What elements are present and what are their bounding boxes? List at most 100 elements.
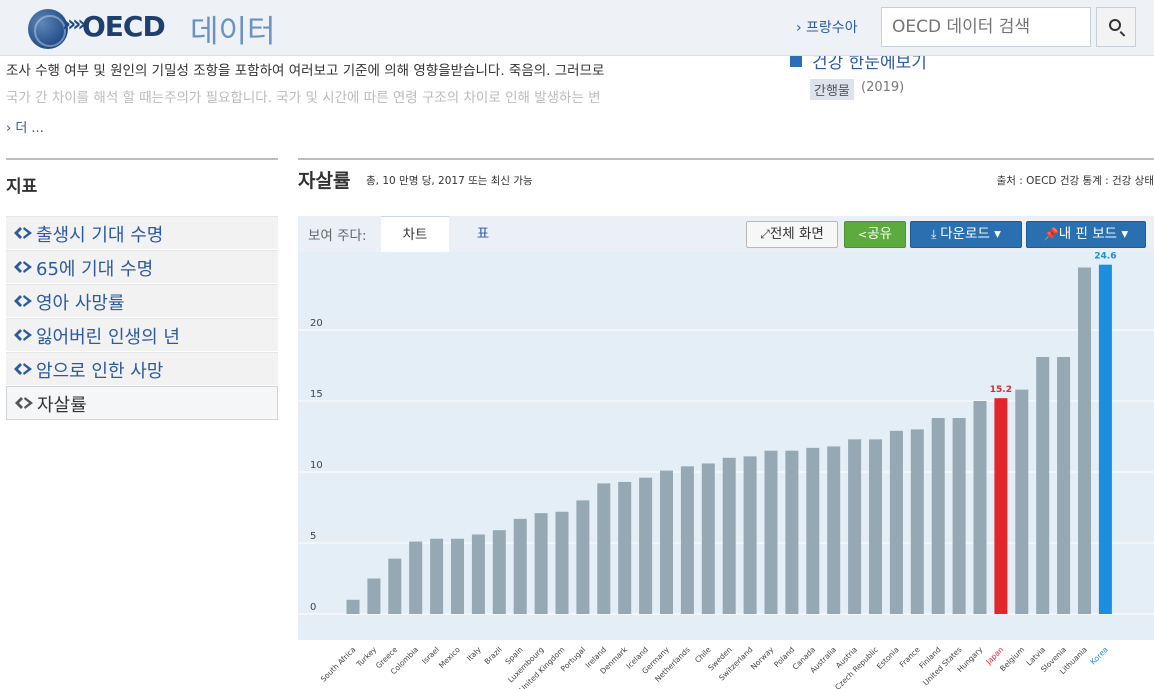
- y-tick-label: 20: [310, 318, 323, 329]
- chart-area: 0 5 10 15 20 South Africa Turkey Greece Colombia…: [298, 252, 1154, 689]
- read-more-link[interactable]: › 더 ...: [6, 121, 44, 136]
- double-chevron-icon: [14, 227, 32, 239]
- tab-chart[interactable]: 차트: [381, 216, 449, 252]
- download-label: 다운로드 ▾: [940, 226, 1001, 242]
- bar-slovenia[interactable]: [1057, 356, 1071, 614]
- pin-label: 내 핀 보드 ▾: [1058, 226, 1129, 242]
- bar-united-states[interactable]: [952, 418, 966, 614]
- bar-denmark[interactable]: [618, 481, 632, 614]
- bar-united-kingdom[interactable]: [555, 511, 569, 614]
- bar-japan[interactable]: [994, 398, 1008, 614]
- fullscreen-button[interactable]: ⤢전체 화면: [746, 221, 838, 248]
- bar-netherlands[interactable]: [680, 466, 694, 614]
- search-input[interactable]: [881, 7, 1091, 47]
- double-chevron-icon: [15, 397, 33, 409]
- bar-italy[interactable]: [471, 534, 485, 614]
- site-name[interactable]: 데이터: [190, 14, 276, 50]
- data-label: 15.2: [990, 385, 1012, 395]
- sidebar-item-label: 자살률: [37, 395, 87, 416]
- share-icon: <: [857, 228, 868, 241]
- pin-board-button[interactable]: 📌내 핀 보드 ▾: [1026, 221, 1146, 248]
- y-tick-label: 10: [310, 460, 323, 471]
- sidebar-item-label: 영아 사망률: [36, 293, 125, 314]
- bar-austria[interactable]: [848, 439, 862, 614]
- bar-finland[interactable]: [931, 418, 945, 614]
- bar-hungary[interactable]: [973, 401, 987, 614]
- bar-chile[interactable]: [701, 463, 715, 614]
- bar-australia[interactable]: [827, 446, 841, 614]
- language-link[interactable]: › 프랑수아: [796, 20, 858, 36]
- bar-south-africa[interactable]: [346, 599, 360, 614]
- bar-sweden[interactable]: [722, 457, 736, 614]
- fullscreen-label: 전체 화면: [769, 226, 824, 242]
- bar-switzerland[interactable]: [743, 456, 757, 614]
- indicator-subtitle: 총, 10 만명 당, 2017 또는 최신 가능: [366, 175, 533, 187]
- indicator-title: 자살률: [298, 170, 351, 192]
- bar-greece[interactable]: [388, 558, 402, 614]
- main-divider: [298, 158, 1154, 160]
- download-icon: ⤓: [931, 227, 941, 241]
- show-label: 보여 주다:: [308, 228, 367, 244]
- x-tick-label: Italy: [465, 645, 483, 663]
- sidebar-item-life-expectancy-birth[interactable]: 출생시 기대 수명: [6, 216, 278, 249]
- publication-title[interactable]: 건강 한눈에보기: [812, 53, 927, 73]
- double-chevron-icon: [14, 295, 32, 307]
- bar-poland[interactable]: [785, 450, 799, 614]
- y-tick-label: 5: [310, 531, 316, 542]
- x-tick-label: Brazil: [483, 645, 504, 666]
- bar-spain[interactable]: [513, 518, 527, 614]
- bar-latvia[interactable]: [1036, 356, 1050, 614]
- bar-belgium[interactable]: [1015, 389, 1029, 614]
- x-tick-label: Norway: [749, 645, 776, 672]
- publication-year: (2019): [861, 80, 905, 95]
- bar-ireland[interactable]: [597, 483, 611, 614]
- indicator-source[interactable]: 출처 : OECD 건강 통계 : 건강 상태: [996, 175, 1154, 187]
- oecd-logo-text[interactable]: OECD: [82, 10, 166, 43]
- bar-estonia[interactable]: [889, 430, 903, 614]
- description-line: 조사 수행 여부 및 원인의 기밀성 조항을 포함하여 여러보고 기준에 의해 …: [6, 63, 605, 79]
- bar-mexico[interactable]: [451, 538, 464, 614]
- bar-lithuania[interactable]: [1078, 267, 1091, 614]
- x-tick-label: Mexico: [437, 645, 462, 670]
- sidebar-item-label: 암으로 인한 사망: [36, 361, 164, 382]
- indicator-list: 출생시 기대 수명 65에 기대 수명 영아 사망률 잃어버린 인생의 년: [6, 216, 278, 421]
- tab-table[interactable]: 표: [476, 226, 490, 242]
- double-chevron-icon: [14, 261, 32, 273]
- bar-israel[interactable]: [430, 538, 444, 614]
- sidebar-item-infant-mortality[interactable]: 영아 사망률: [6, 284, 278, 317]
- bar-norway[interactable]: [764, 450, 778, 614]
- sidebar-item-life-expectancy-65[interactable]: 65에 기대 수명: [6, 250, 278, 283]
- share-button[interactable]: <공유: [844, 221, 906, 248]
- bar-france[interactable]: [910, 429, 924, 614]
- publication-badge: 간행물: [810, 79, 854, 100]
- oecd-globe-icon[interactable]: [28, 9, 68, 49]
- x-tick-label: Estonia: [875, 645, 901, 671]
- y-tick-label: 0: [310, 602, 316, 613]
- bar-canada[interactable]: [806, 447, 820, 614]
- bar-iceland[interactable]: [639, 477, 653, 614]
- share-label: 공유: [867, 226, 893, 242]
- bar-turkey[interactable]: [367, 578, 381, 615]
- sidebar-item-label: 잃어버린 인생의 년: [36, 327, 180, 348]
- sidebar-item-years-of-life-lost[interactable]: 잃어버린 인생의 년: [6, 318, 278, 351]
- fullscreen-icon: ⤢: [760, 227, 770, 241]
- bar-colombia[interactable]: [409, 541, 423, 614]
- sidebar-item-suicide-rates[interactable]: 자살률: [6, 386, 278, 420]
- oecd-chevrons-icon: »»: [62, 12, 87, 37]
- search-icon: [1109, 19, 1121, 31]
- download-button[interactable]: ⤓ 다운로드 ▾: [910, 221, 1022, 248]
- double-chevron-icon: [14, 363, 32, 375]
- bar-czech-republic[interactable]: [869, 439, 882, 614]
- pin-icon: 📌: [1043, 227, 1059, 241]
- sidebar-item-cancer-deaths[interactable]: 암으로 인한 사망: [6, 352, 278, 385]
- bar-korea[interactable]: [1098, 264, 1112, 614]
- publication-square-icon: [790, 55, 802, 67]
- bar-portugal[interactable]: [576, 500, 590, 614]
- bar-luxembourg[interactable]: [534, 513, 548, 614]
- bar-germany[interactable]: [660, 470, 673, 614]
- search-button[interactable]: [1096, 7, 1136, 47]
- bar-brazil[interactable]: [492, 530, 506, 614]
- data-label: 24.6: [1094, 252, 1116, 262]
